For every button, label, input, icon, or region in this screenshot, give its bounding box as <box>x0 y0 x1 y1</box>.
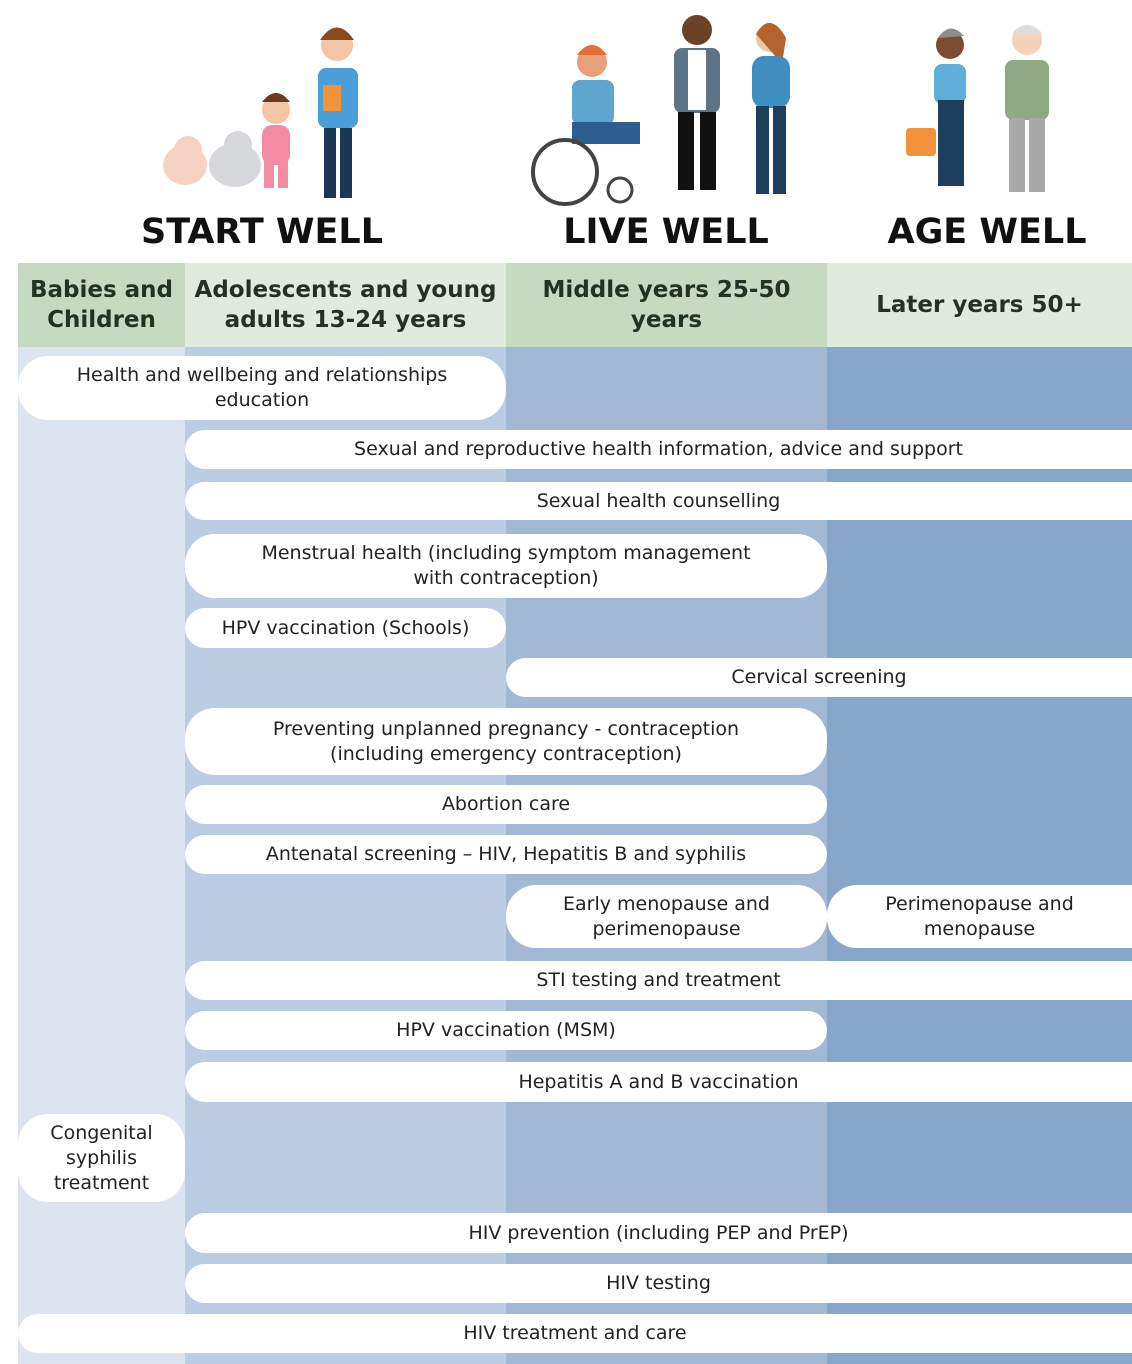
text-line: STI testing and treatment <box>536 969 781 991</box>
service-pill: Congenital syphilis treatment <box>18 1114 185 1202</box>
service-pill: Cervical screening <box>506 658 1132 697</box>
service-pill: Antenatal screening – HIV, Hepatitis B a… <box>185 835 827 874</box>
service-pill: HPV vaccination (Schools) <box>185 608 506 648</box>
age-well-people <box>906 25 1049 192</box>
text-line: perimenopause <box>592 917 741 940</box>
text-line: Adolescents and young <box>194 277 497 303</box>
text-line: with contraception) <box>413 567 599 589</box>
text-line: Cervical screening <box>731 666 907 688</box>
text-line: Children <box>47 307 156 333</box>
stage-title: LIVE WELL <box>563 212 769 252</box>
text-line: Sexual and reproductive health informati… <box>354 438 963 460</box>
service-pill: HPV vaccination (MSM) <box>185 1011 827 1050</box>
text-line: Congenital <box>50 1121 153 1144</box>
column-header: Babies and Children <box>18 263 185 347</box>
text-line: Middle years 25-50 <box>542 277 791 303</box>
text-line: Antenatal screening – HIV, Hepatitis B a… <box>265 843 747 865</box>
column-header: Middle years 25-50 years <box>506 263 827 347</box>
text-line: Preventing unplanned pregnancy - contrac… <box>272 717 740 740</box>
text-line: HPV vaccination (Schools) <box>221 616 470 639</box>
text-line: Abortion care <box>441 793 571 815</box>
text-line: adults 13-24 years <box>224 307 467 333</box>
service-pill: Early menopause and perimenopause <box>506 885 827 948</box>
stage-title: AGE WELL <box>887 212 1087 252</box>
service-pill: HIV testing <box>185 1264 1132 1303</box>
text-line: Babies and <box>29 277 174 303</box>
text-line: HIV treatment and care <box>463 1322 687 1344</box>
service-pill: Preventing unplanned pregnancy - contrac… <box>185 708 827 775</box>
service-pill: Menstrual health (including symptom mana… <box>185 534 827 598</box>
text-line: Perimenopause and <box>885 892 1074 915</box>
illustrations <box>163 15 1049 206</box>
service-pill: HIV treatment and care <box>18 1314 1132 1353</box>
text-line: Health and wellbeing and relationships <box>76 364 448 386</box>
service-pill: Sexual and reproductive health informati… <box>185 430 1132 469</box>
service-pill: Sexual health counselling <box>185 482 1132 520</box>
column-band <box>18 347 185 1364</box>
text-line: syphilis <box>66 1146 137 1169</box>
text-line: years <box>630 307 703 333</box>
service-pill: HIV prevention (including PEP and PrEP) <box>185 1213 1132 1253</box>
text-line: Later years 50+ <box>876 292 1083 318</box>
column-header: Adolescents and young adults 13-24 years <box>185 263 506 347</box>
service-pill: Health and wellbeing and relationships ed… <box>18 356 506 420</box>
live-well-people <box>531 15 790 206</box>
text-line: Hepatitis A and B vaccination <box>518 1070 799 1093</box>
text-line: Menstrual health (including symptom mana… <box>261 542 751 564</box>
column-header: Later years 50+ <box>827 263 1132 347</box>
service-pill: STI testing and treatment <box>185 961 1132 1000</box>
service-pill: Hepatitis A and B vaccination <box>185 1062 1132 1102</box>
text-line: HIV testing <box>606 1272 711 1294</box>
text-line: education <box>214 389 310 411</box>
text-line: (including emergency contraception) <box>330 742 682 765</box>
start-well-people <box>163 27 358 198</box>
text-line: Early menopause and <box>562 892 770 915</box>
stage-title: START WELL <box>140 212 383 252</box>
text-line: HIV prevention (including PEP and PrEP) <box>468 1221 849 1244</box>
service-pill: Perimenopause and menopause <box>827 885 1132 948</box>
text-line: Sexual health counselling <box>536 489 781 512</box>
text-line: menopause <box>923 917 1036 940</box>
text-line: treatment <box>53 1171 150 1194</box>
service-pill: Abortion care <box>185 785 827 824</box>
text-line: HPV vaccination (MSM) <box>396 1019 616 1041</box>
